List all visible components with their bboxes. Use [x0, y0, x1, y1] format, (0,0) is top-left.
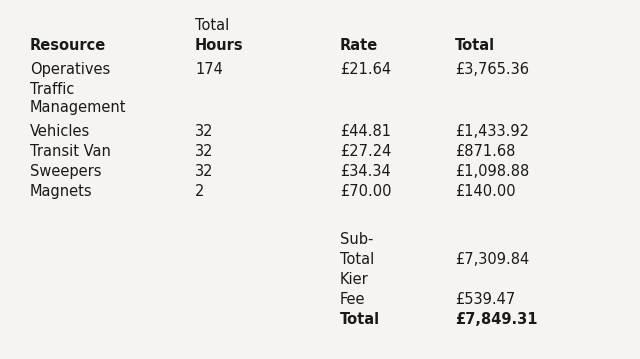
Text: Total: Total [340, 312, 380, 327]
Text: Magnets: Magnets [30, 184, 93, 199]
Text: £871.68: £871.68 [455, 144, 515, 159]
Text: £539.47: £539.47 [455, 292, 515, 307]
Text: 2: 2 [195, 184, 204, 199]
Text: 32: 32 [195, 164, 214, 179]
Text: £44.81: £44.81 [340, 124, 391, 139]
Text: £1,433.92: £1,433.92 [455, 124, 529, 139]
Text: Fee: Fee [340, 292, 365, 307]
Text: £140.00: £140.00 [455, 184, 516, 199]
Text: Rate: Rate [340, 38, 378, 53]
Text: £34.34: £34.34 [340, 164, 391, 179]
Text: £7,309.84: £7,309.84 [455, 252, 529, 267]
Text: £70.00: £70.00 [340, 184, 392, 199]
Text: Total: Total [195, 18, 229, 33]
Text: 32: 32 [195, 124, 214, 139]
Text: Vehicles: Vehicles [30, 124, 90, 139]
Text: Hours: Hours [195, 38, 244, 53]
Text: Traffic: Traffic [30, 82, 74, 97]
Text: Operatives: Operatives [30, 62, 110, 77]
Text: £21.64: £21.64 [340, 62, 391, 77]
Text: £3,765.36: £3,765.36 [455, 62, 529, 77]
Text: Total: Total [455, 38, 495, 53]
Text: Transit Van: Transit Van [30, 144, 111, 159]
Text: Resource: Resource [30, 38, 106, 53]
Text: 174: 174 [195, 62, 223, 77]
Text: Sweepers: Sweepers [30, 164, 102, 179]
Text: Kier: Kier [340, 272, 369, 287]
Text: £1,098.88: £1,098.88 [455, 164, 529, 179]
Text: Total: Total [340, 252, 374, 267]
Text: £7,849.31: £7,849.31 [455, 312, 538, 327]
Text: £27.24: £27.24 [340, 144, 392, 159]
Text: Management: Management [30, 100, 127, 115]
Text: 32: 32 [195, 144, 214, 159]
Text: Sub-: Sub- [340, 232, 373, 247]
